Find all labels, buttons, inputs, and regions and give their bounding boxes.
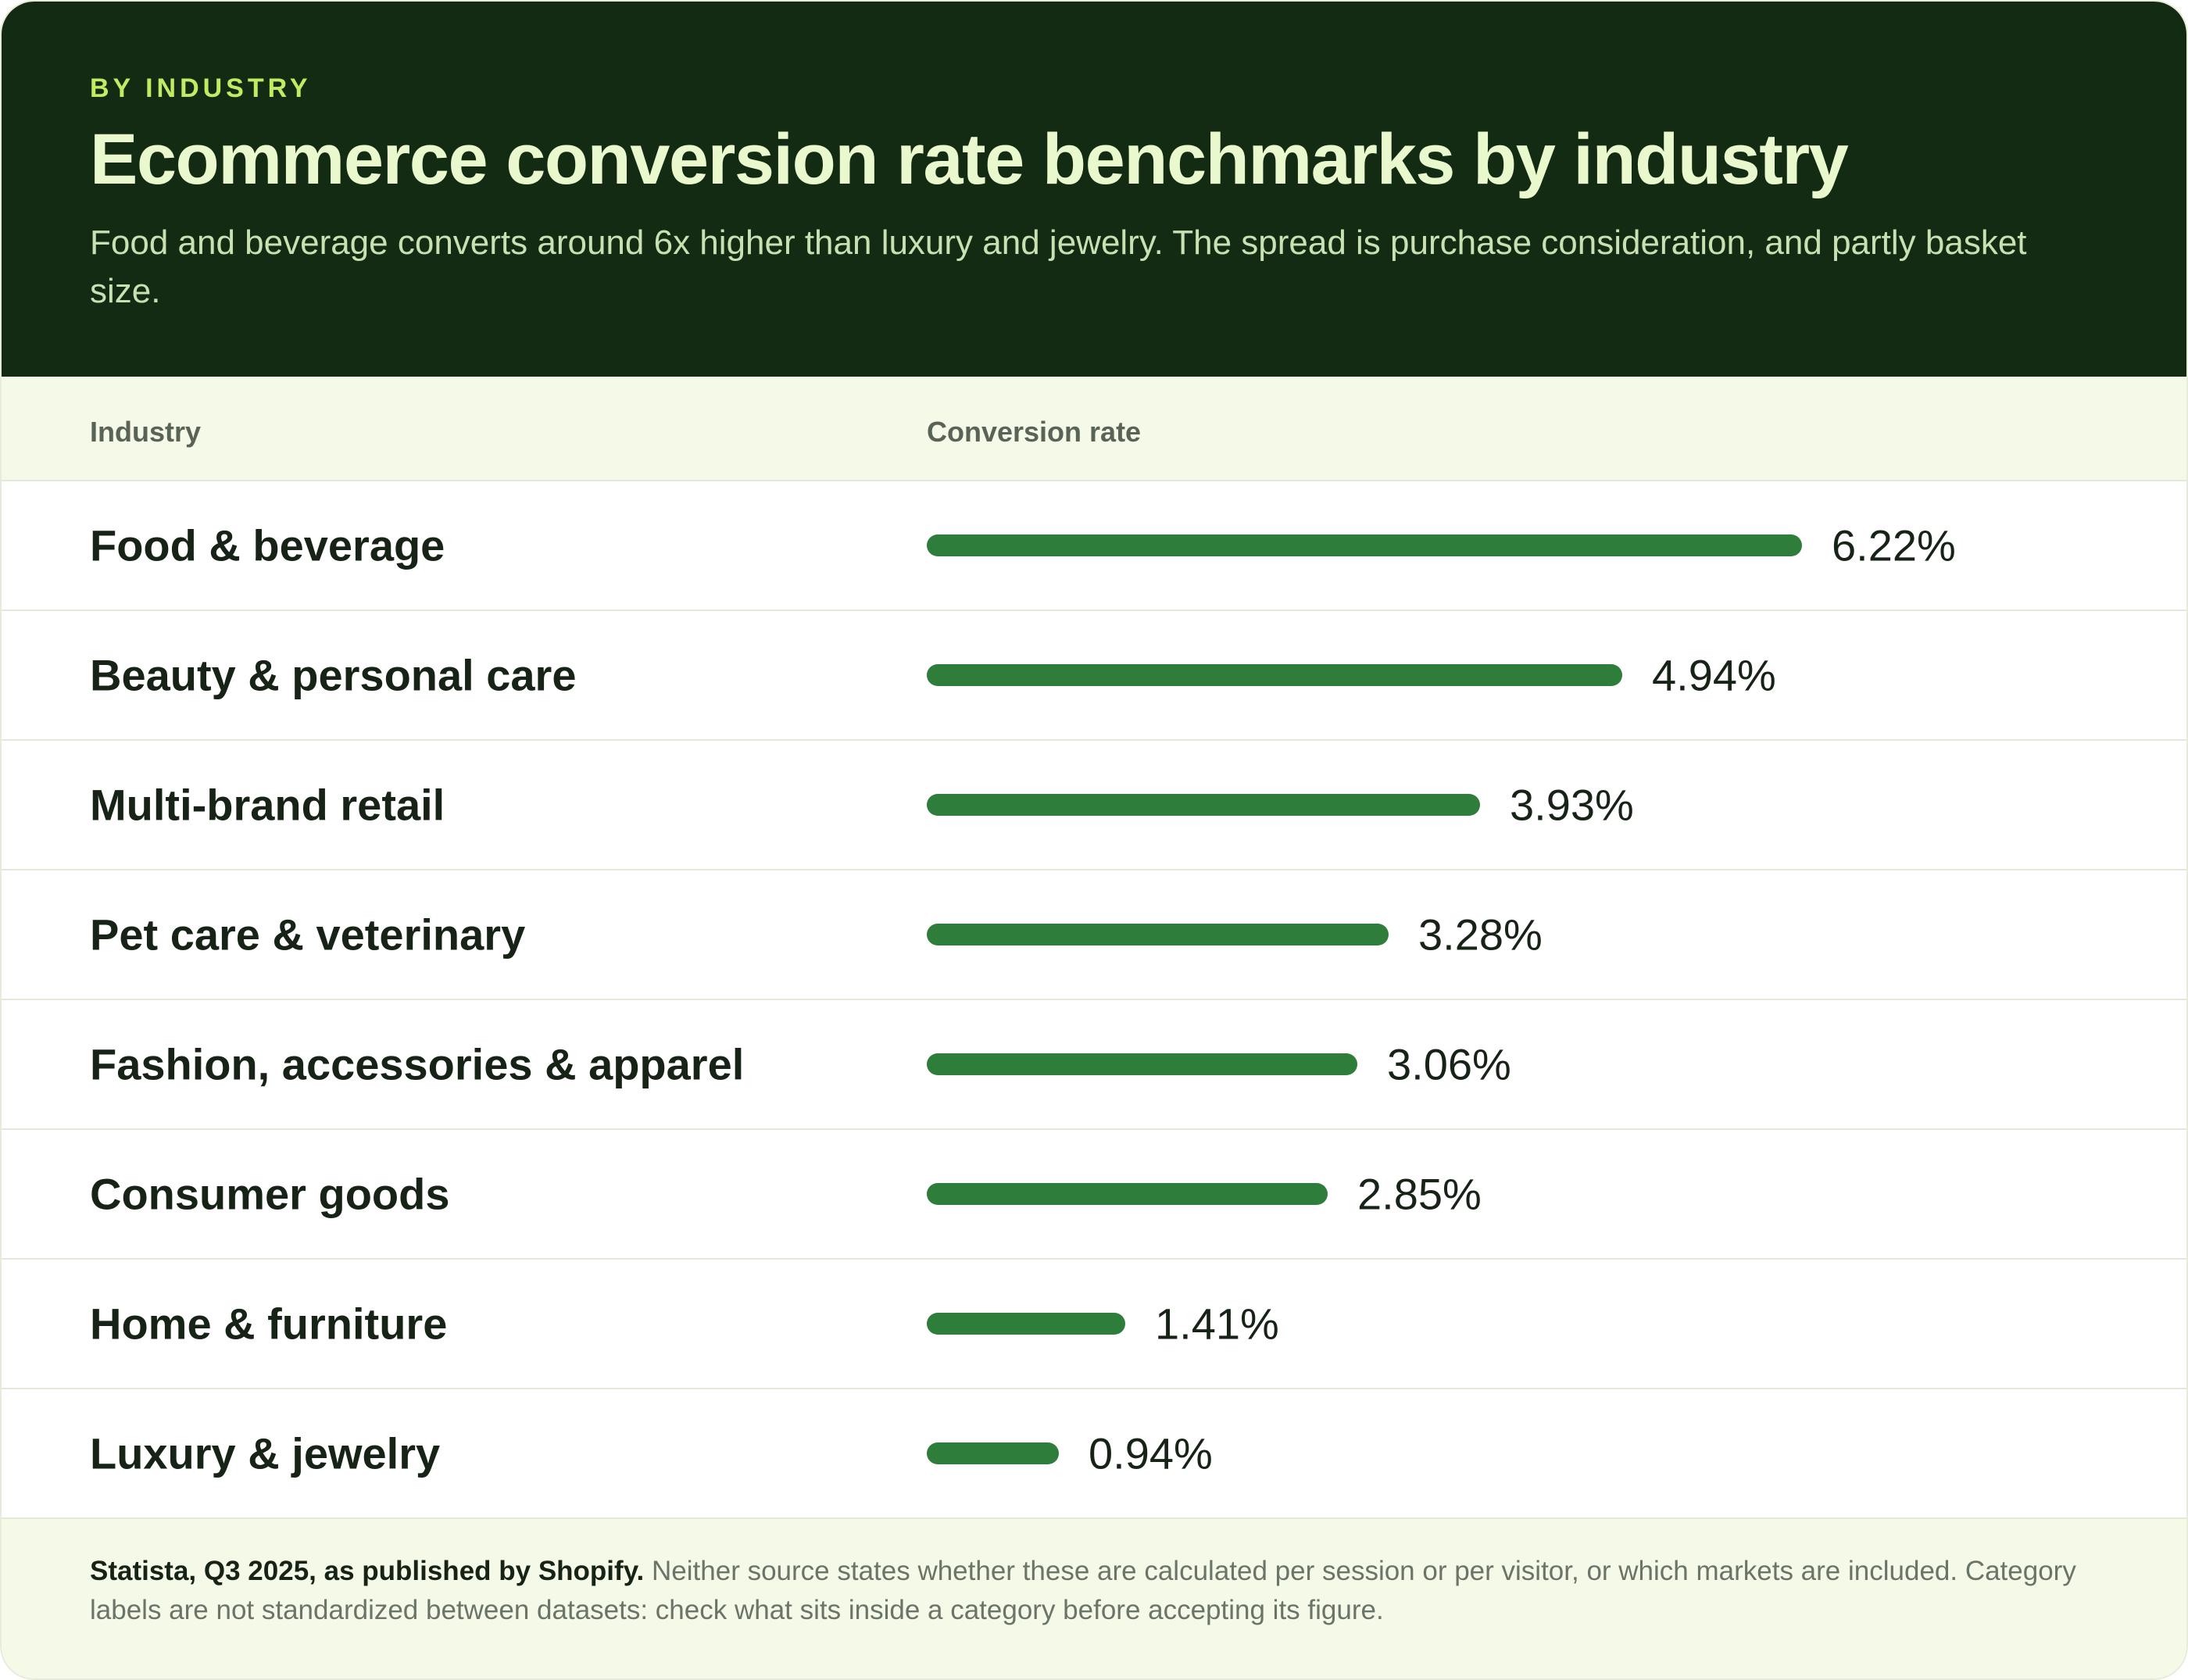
bar-value-label: 3.28% <box>1418 910 1543 960</box>
bar <box>927 534 1802 556</box>
bar <box>927 1313 1125 1335</box>
bar <box>927 794 1480 816</box>
bar <box>927 1053 1357 1075</box>
bar-row: Beauty & personal care 4.94% <box>2 611 2186 741</box>
chart-subtitle: Food and beverage converts around 6x hig… <box>90 223 2027 310</box>
bar-value-label: 4.94% <box>1652 650 1776 700</box>
bar-row: Luxury & jewelry 0.94% <box>2 1389 2186 1519</box>
bar-category-label: Fashion, accessories & apparel <box>90 1039 745 1089</box>
column-header-industry: Industry <box>90 416 202 448</box>
bar-category-label: Pet care & veterinary <box>90 910 526 960</box>
bar-row: Home & furniture 1.41% <box>2 1260 2186 1389</box>
footnote: Statista, Q3 2025, as published by Shopi… <box>90 1552 2122 1630</box>
bar-row: Multi-brand retail 3.93% <box>2 741 2186 870</box>
chart-footer: Statista, Q3 2025, as published by Shopi… <box>2 1519 2186 1678</box>
bar <box>927 1183 1328 1205</box>
bar-value-label: 1.41% <box>1155 1299 1279 1349</box>
bar-value-label: 6.22% <box>1832 520 1956 570</box>
bar-category-label: Luxury & jewelry <box>90 1428 441 1478</box>
bar-category-label: Multi-brand retail <box>90 780 445 830</box>
bar-category-label: Consumer goods <box>90 1169 450 1219</box>
bar-category-label: Home & furniture <box>90 1299 448 1349</box>
bar-value-label: 2.85% <box>1357 1169 1482 1219</box>
eyebrow-label: BY INDUSTRY <box>90 73 312 103</box>
bar-value-label: 3.93% <box>1510 780 1634 830</box>
bar-category-label: Food & beverage <box>90 520 445 570</box>
bar-category-label: Beauty & personal care <box>90 650 577 700</box>
bar-row: Consumer goods 2.85% <box>2 1130 2186 1260</box>
bar <box>927 924 1389 945</box>
footnote-note: Neither source states whether these are … <box>90 1556 2076 1625</box>
bar-row: Food & beverage 6.22% <box>2 481 2186 611</box>
bar <box>927 664 1622 686</box>
column-header-conversion-rate: Conversion rate <box>927 416 1142 448</box>
bar-value-label: 3.06% <box>1387 1039 1511 1089</box>
bar <box>927 1442 1059 1464</box>
column-header-row: Industry Conversion rate <box>2 377 2186 481</box>
bar-row: Pet care & veterinary 3.28% <box>2 870 2186 1000</box>
bar-chart-rows: Food & beverage 6.22% Beauty & personal ca… <box>2 481 2186 1519</box>
bar-value-label: 0.94% <box>1089 1428 1213 1478</box>
footnote-source: Statista, Q3 2025, as published by Shopi… <box>90 1556 645 1586</box>
bar-row: Fashion, accessories & apparel 3.06% <box>2 1000 2186 1130</box>
chart-title: Ecommerce conversion rate benchmarks by … <box>90 120 1849 199</box>
chart-header: BY INDUSTRY Ecommerce conversion rate be… <box>2 2 2186 377</box>
